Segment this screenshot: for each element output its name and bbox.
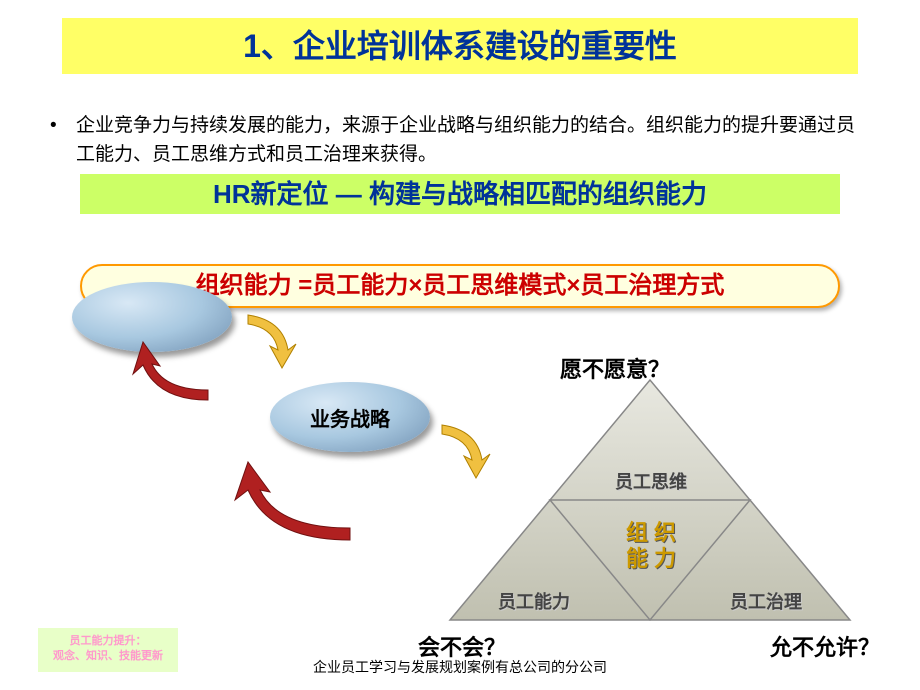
ellipse-strategy: 业务战略 <box>270 382 430 452</box>
green-note-box: 员工能力提升： 观念、知识、技能更新 <box>38 628 178 672</box>
triangle-top-label: 员工思维 <box>606 468 696 494</box>
bullet-paragraph: 企业竞争力与持续发展的能力，来源于企业战略与组织能力的结合。组织能力的提升要通过… <box>52 112 872 169</box>
subtitle-bar: HR新定位 — 构建与战略相匹配的组织能力 <box>80 174 840 214</box>
slide-title: 1、企业培训体系建设的重要性 <box>62 18 858 74</box>
center-line2: 能 力 <box>626 546 676 571</box>
triangle-right-label: 员工治理 <box>716 588 816 614</box>
green-box-line1: 员工能力提升： <box>70 635 147 647</box>
bullet-text: 企业竞争力与持续发展的能力，来源于企业战略与组织能力的结合。组织能力的提升要通过… <box>52 112 872 169</box>
question-right: 允不允许？ <box>770 630 880 662</box>
footer-text: 企业员工学习与发展规划案例有总公司的分公司 <box>300 658 620 676</box>
green-box-line2: 观念、知识、技能更新 <box>53 650 163 662</box>
triangle-left-label: 员工能力 <box>484 588 584 614</box>
center-line1: 组 织 <box>626 520 676 545</box>
red-arrow-icon <box>128 340 218 410</box>
yellow-arrow-icon <box>238 310 298 370</box>
triangle-center-label: 组 织 能 力 <box>606 520 696 573</box>
question-top: 愿不愿意？ <box>560 352 670 384</box>
triangle-diagram: 员工思维 组 织 能 力 员工能力 员工治理 <box>420 370 880 630</box>
red-arrow-icon <box>230 460 360 550</box>
